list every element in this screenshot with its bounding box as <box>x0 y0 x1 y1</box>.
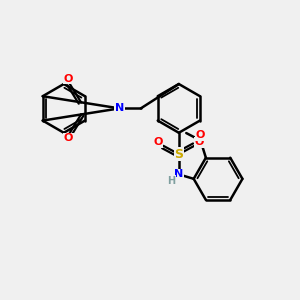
Text: S: S <box>174 148 183 161</box>
Text: O: O <box>153 137 163 147</box>
Text: O: O <box>195 137 204 147</box>
Text: O: O <box>64 133 73 143</box>
Text: O: O <box>196 130 205 140</box>
Text: O: O <box>64 74 73 83</box>
Text: N: N <box>115 103 124 113</box>
Text: H: H <box>167 176 175 186</box>
Text: N: N <box>174 169 184 179</box>
